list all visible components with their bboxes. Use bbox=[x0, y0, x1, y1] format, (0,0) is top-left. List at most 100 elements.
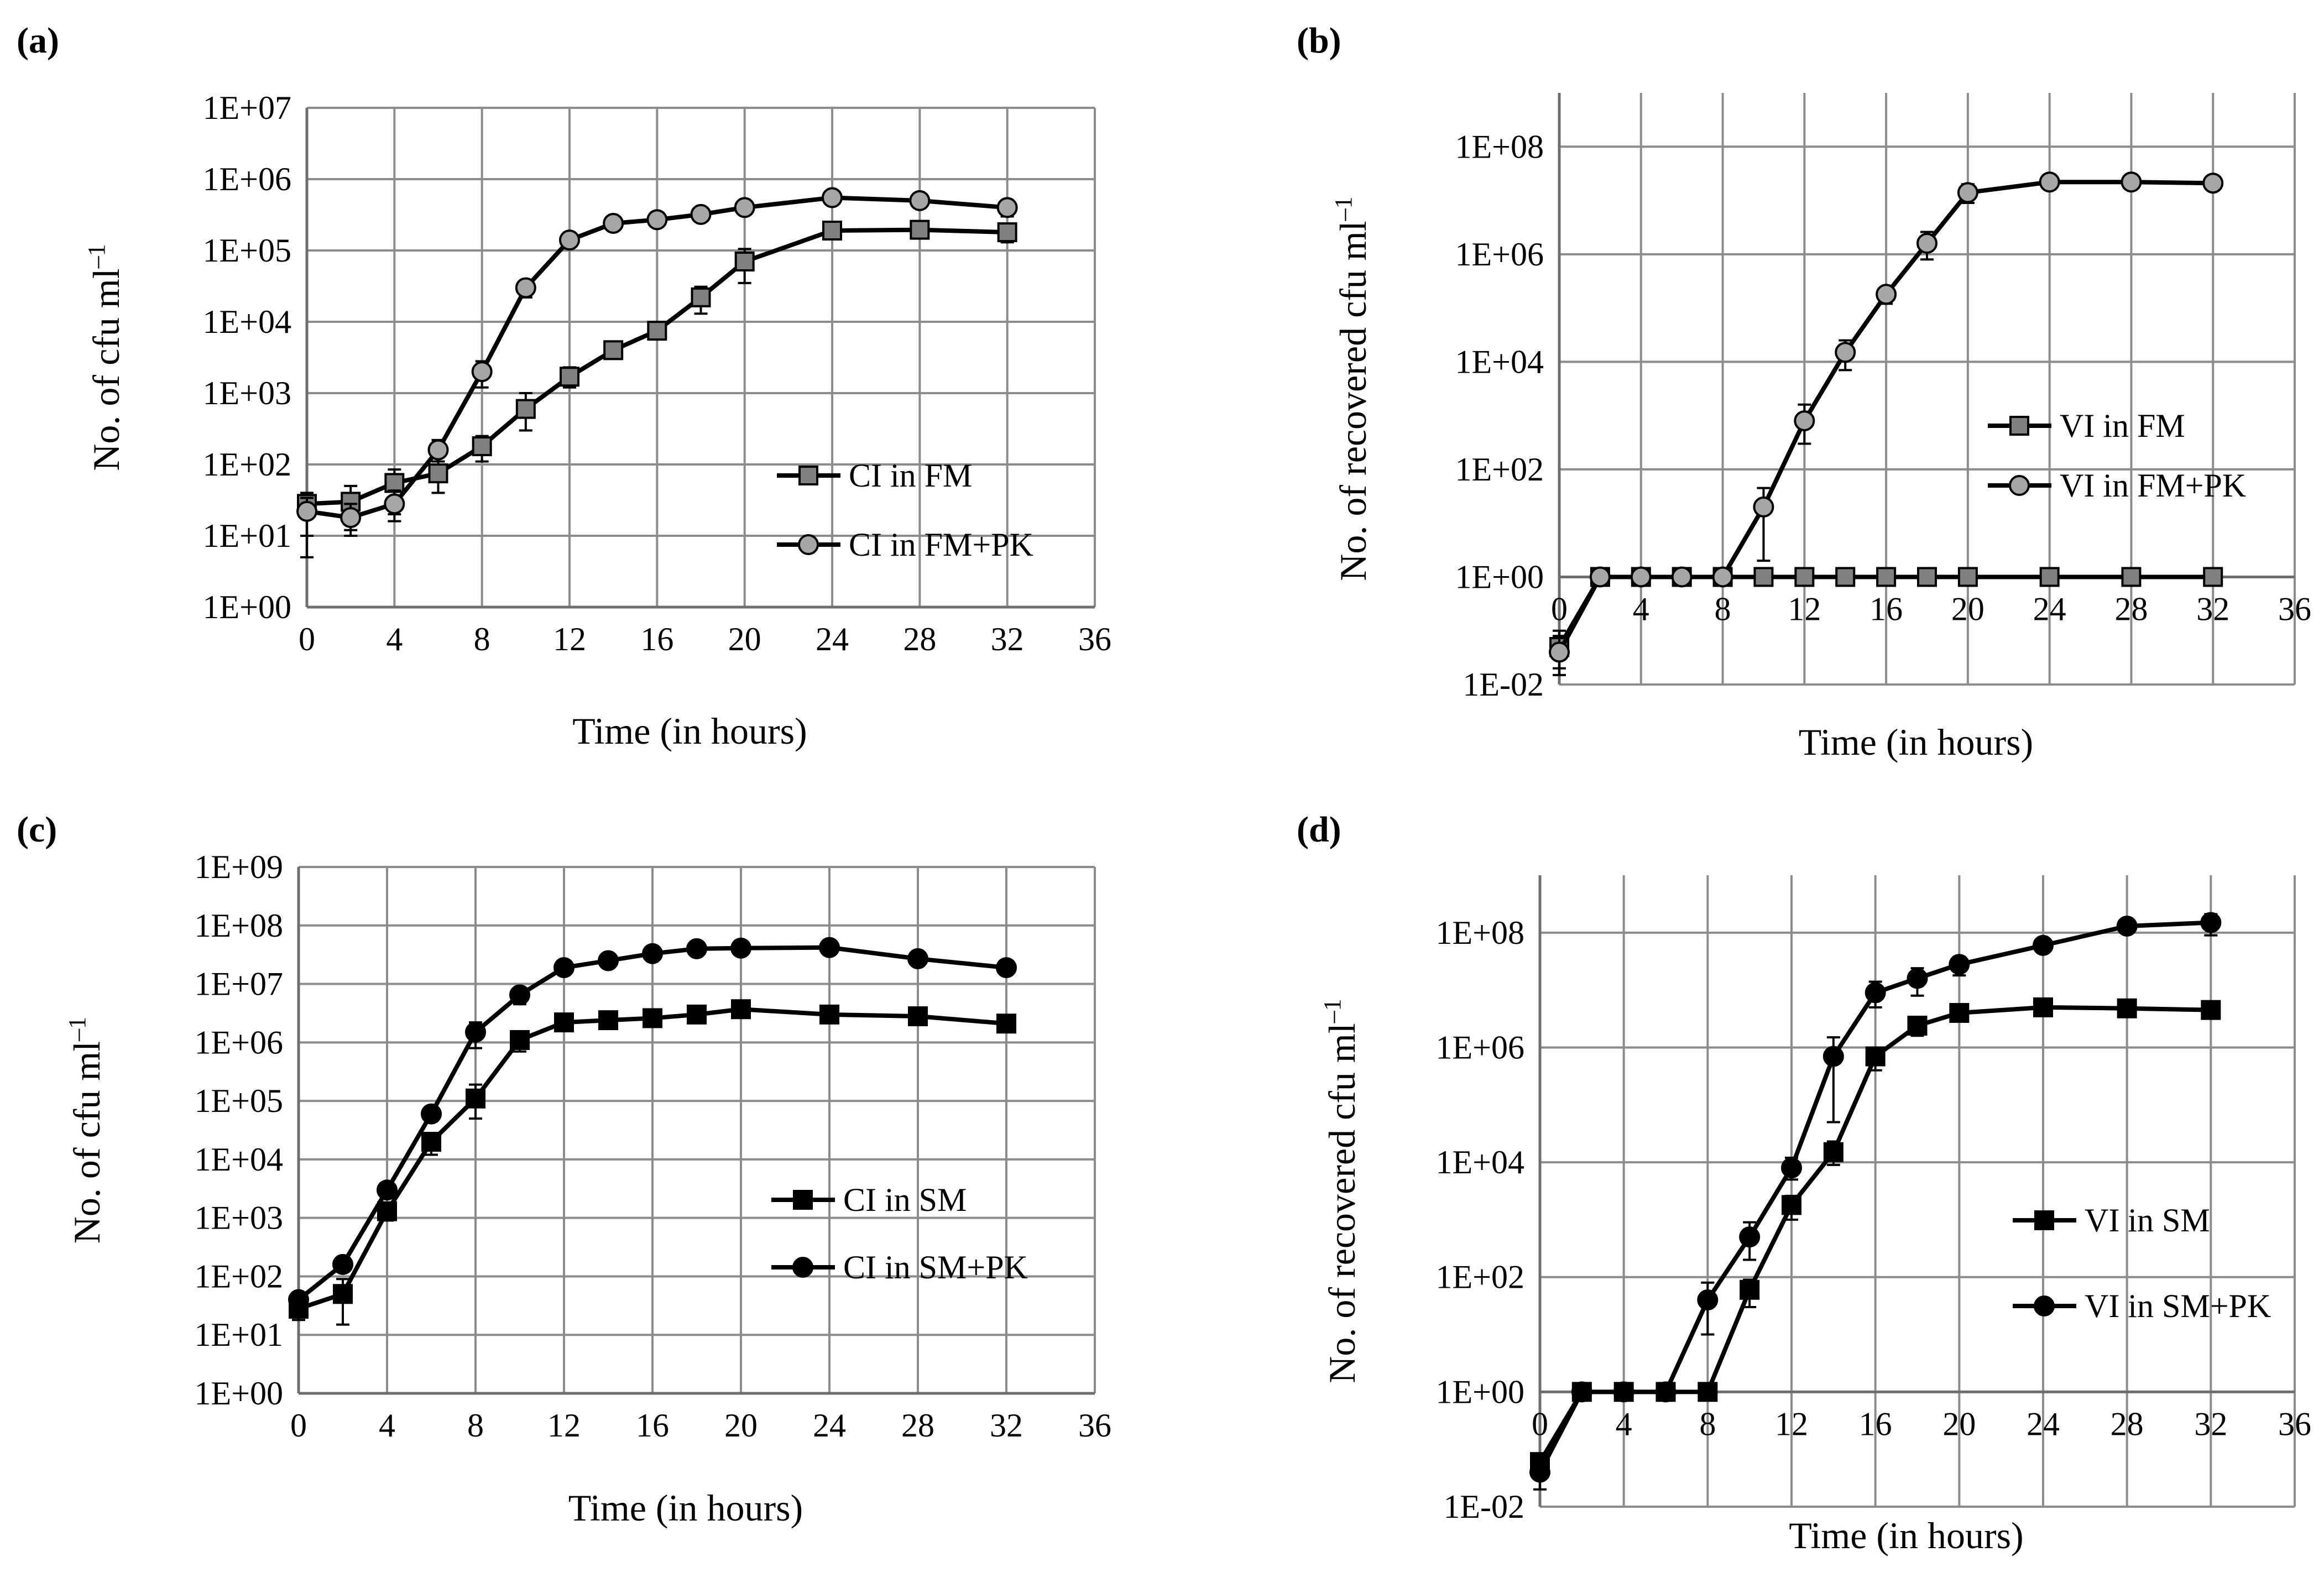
legend-label: VI in FM bbox=[2060, 407, 2185, 444]
panel-label: (a) bbox=[17, 20, 59, 61]
legend-label: CI in SM bbox=[843, 1182, 967, 1218]
y-tick-label: 1E-02 bbox=[1463, 666, 1544, 703]
data-point bbox=[1917, 567, 1937, 587]
data-point bbox=[1794, 567, 1815, 587]
x-tick-label: 4 bbox=[1633, 591, 1649, 627]
data-point bbox=[2121, 171, 2142, 193]
data-point bbox=[1589, 566, 1611, 588]
y-tick-label: 1E+01 bbox=[195, 1316, 284, 1353]
legend-marker bbox=[792, 1257, 813, 1278]
y-tick-label: 1E+02 bbox=[1436, 1259, 1525, 1295]
x-tick-label: 8 bbox=[474, 621, 490, 657]
legend-label: VI in SM bbox=[2085, 1202, 2210, 1239]
legend-label: CI in SM+PK bbox=[843, 1249, 1028, 1286]
x-tick-label: 20 bbox=[724, 1407, 758, 1444]
data-point bbox=[997, 222, 1017, 243]
y-axis-title: No. of recovered cfu ml–1 bbox=[1319, 999, 1363, 1383]
y-tick-label: 1E+04 bbox=[1455, 343, 1544, 380]
data-point bbox=[332, 1253, 353, 1275]
data-point bbox=[646, 209, 668, 231]
legend: CI in FM CI in FM+PK bbox=[777, 457, 1033, 563]
data-point bbox=[428, 463, 448, 484]
data-point bbox=[1907, 1015, 1928, 1036]
data-point bbox=[1876, 284, 1897, 305]
panel-label: (d) bbox=[1297, 809, 1341, 850]
legend-marker bbox=[798, 534, 819, 555]
x-tick-label: 36 bbox=[1078, 1407, 1111, 1444]
legend-marker bbox=[798, 466, 818, 485]
data-point bbox=[333, 1284, 353, 1304]
y-tick-label: 1E+00 bbox=[1436, 1373, 1525, 1410]
y-tick-label: 1E+05 bbox=[195, 1083, 284, 1119]
x-tick-label: 32 bbox=[2196, 591, 2229, 627]
data-point bbox=[691, 287, 711, 307]
series-line bbox=[297, 1007, 1007, 1311]
data-point bbox=[288, 1289, 309, 1310]
data-point bbox=[2039, 171, 2060, 193]
y-tick-label: 1E+08 bbox=[1436, 915, 1525, 951]
legend-marker bbox=[2009, 416, 2029, 436]
data-point bbox=[2116, 915, 2138, 937]
data-point bbox=[466, 1088, 485, 1109]
panel-label: (b) bbox=[1297, 20, 1341, 61]
data-point bbox=[1655, 1381, 1677, 1403]
data-point bbox=[340, 507, 362, 529]
y-tick-label: 1E+03 bbox=[195, 1200, 284, 1236]
x-tick-label: 0 bbox=[299, 621, 315, 657]
data-point bbox=[2201, 1000, 2221, 1020]
data-point bbox=[1949, 1002, 1970, 1023]
data-point bbox=[559, 229, 580, 251]
data-point bbox=[598, 1010, 618, 1031]
data-point bbox=[1865, 1046, 1886, 1067]
y-tick-label: 1E+08 bbox=[1455, 128, 1544, 165]
x-tick-label: 0 bbox=[1532, 1406, 1548, 1442]
data-point bbox=[2033, 934, 2054, 956]
data-point bbox=[603, 212, 624, 234]
x-axis-title: Time (in hours) bbox=[1799, 721, 2033, 763]
legend: VI in FM VI in FM+PK bbox=[1988, 407, 2246, 504]
y-axis-title-superscript: –1 bbox=[83, 244, 110, 269]
data-point bbox=[910, 220, 930, 240]
series-line bbox=[297, 945, 1007, 1302]
legend-label: CI in FM+PK bbox=[849, 526, 1033, 563]
data-point bbox=[1823, 1142, 1843, 1162]
data-point bbox=[1782, 1195, 1801, 1215]
legend-marker bbox=[2034, 1295, 2055, 1316]
x-tick-label: 8 bbox=[1715, 591, 1731, 627]
x-tick-label: 36 bbox=[2278, 591, 2311, 627]
data-point bbox=[1671, 566, 1693, 588]
y-tick-label: 1E+00 bbox=[195, 1375, 284, 1412]
x-tick-label: 24 bbox=[816, 621, 849, 657]
data-point bbox=[1630, 566, 1652, 588]
x-tick-label: 8 bbox=[1699, 1406, 1716, 1442]
data-point bbox=[510, 1030, 530, 1050]
x-tick-label: 32 bbox=[991, 621, 1024, 657]
x-tick-label: 32 bbox=[2194, 1406, 2227, 1442]
x-tick-label: 8 bbox=[467, 1407, 484, 1444]
y-axis-title-text: No. of cfu ml bbox=[85, 268, 127, 471]
data-point bbox=[384, 493, 405, 515]
data-point bbox=[471, 361, 493, 383]
data-point bbox=[734, 197, 755, 218]
data-point bbox=[377, 1201, 397, 1221]
y-tick-label: 1E+02 bbox=[1455, 451, 1544, 488]
data-point bbox=[554, 1012, 574, 1033]
data-point bbox=[560, 367, 579, 387]
x-tick-label: 32 bbox=[990, 1407, 1023, 1444]
series-2 bbox=[288, 937, 1017, 1310]
data-point bbox=[1957, 182, 1978, 203]
data-point bbox=[296, 500, 317, 522]
x-tick-label: 28 bbox=[903, 621, 936, 657]
data-point bbox=[515, 277, 536, 299]
data-point bbox=[553, 957, 575, 979]
data-point bbox=[819, 1004, 839, 1025]
x-tick-label: 12 bbox=[1788, 591, 1821, 627]
data-point bbox=[1876, 567, 1897, 587]
data-point bbox=[1549, 641, 1570, 663]
y-axis-title: No. of cfu ml–1 bbox=[83, 244, 127, 471]
data-point bbox=[647, 321, 667, 341]
data-point bbox=[465, 1021, 486, 1043]
x-tick-label: 12 bbox=[553, 621, 586, 657]
data-point bbox=[1781, 1157, 1802, 1179]
